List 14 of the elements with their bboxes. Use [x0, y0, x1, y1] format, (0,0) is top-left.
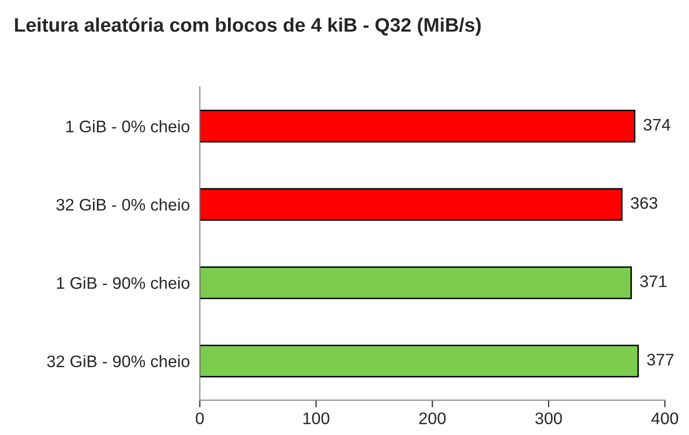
- data-label: 371: [640, 275, 666, 288]
- x-tick-label: 400: [651, 412, 678, 424]
- data-label: 374: [644, 118, 670, 131]
- x-tick-label: 100: [303, 412, 330, 424]
- x-tick-label: 300: [535, 412, 562, 424]
- y-tick-label: 1 GiB - 90% cheio: [57, 276, 190, 289]
- y-tick-label: 32 GiB - 90% cheio: [47, 355, 190, 368]
- x-tick-label: 200: [419, 412, 446, 424]
- y-tick-label: 1 GiB - 0% cheio: [66, 120, 190, 132]
- y-tick-label: 32 GiB - 0% cheio: [56, 198, 190, 211]
- chart-title: Leitura aleatória com blocos de 4 kiB - Q32 (MiB/s): [15, 17, 481, 36]
- x-tick-label: 0: [196, 412, 204, 424]
- data-label: 377: [647, 354, 674, 366]
- data-label: 363: [630, 197, 658, 209]
